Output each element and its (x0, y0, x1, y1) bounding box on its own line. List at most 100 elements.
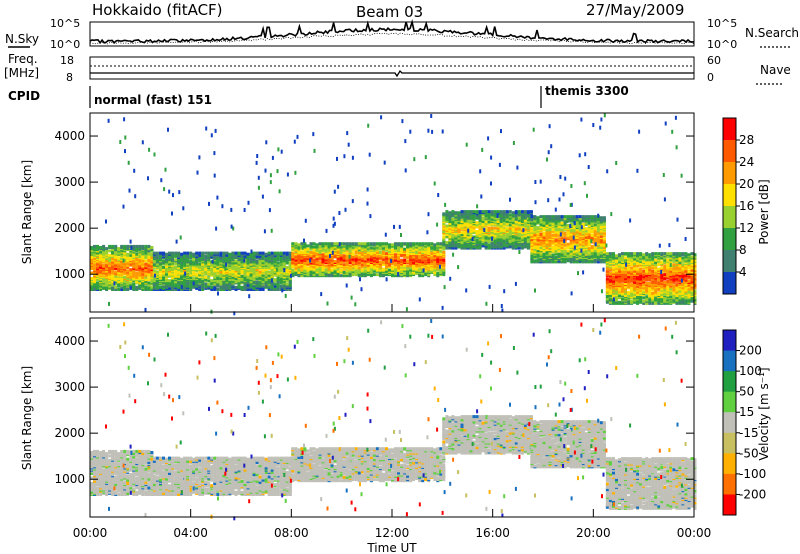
power-cell (207, 260, 211, 264)
power-cell (339, 253, 343, 257)
freq-label: Freq. (8, 52, 38, 66)
power-cell (114, 282, 118, 286)
power-cell (111, 248, 115, 252)
power-cell (258, 262, 262, 266)
power-cell (463, 210, 467, 214)
power-cell (219, 267, 223, 270)
power-cell (165, 267, 168, 270)
power-cell (526, 210, 530, 214)
nsky-line (89, 19, 695, 45)
power-cell (186, 267, 190, 270)
power-cell (159, 288, 162, 291)
power-cell (409, 242, 413, 246)
power-cell (144, 259, 148, 263)
power-cell (183, 253, 187, 257)
power-cell (213, 251, 217, 255)
power-cell (514, 210, 518, 214)
power-cell (345, 242, 349, 246)
power-cell (255, 251, 259, 255)
power-cell (114, 285, 118, 289)
power-cell (536, 226, 540, 230)
power-cell (297, 268, 301, 272)
power-cell (312, 258, 316, 262)
power-cell (123, 263, 127, 267)
power-cell (90, 277, 93, 280)
power-cell (152, 251, 156, 255)
power-cell (324, 264, 328, 268)
cpid-normal-label: normal (fast) 151 (94, 93, 212, 107)
power-cell (475, 210, 479, 214)
power-cell (530, 229, 534, 233)
power-cell (216, 269, 220, 273)
power-cell (147, 272, 151, 276)
plot-title: Hokkaido (fitACF) (92, 1, 223, 19)
power-cell (234, 288, 238, 291)
power-cell (445, 210, 449, 214)
power-cell (201, 285, 205, 289)
power-cell (204, 275, 208, 279)
power-cell (159, 254, 162, 258)
power-cell (240, 253, 244, 257)
power-cell (129, 281, 133, 285)
power-cell (315, 252, 319, 256)
power-cell (276, 261, 280, 265)
power-cell (258, 270, 262, 274)
power-cell (207, 277, 211, 280)
power-cell (249, 260, 253, 264)
power-cell (225, 251, 229, 255)
power-cell (439, 253, 443, 257)
power-cell (243, 273, 247, 277)
power-cell (487, 226, 491, 230)
power-cell (165, 270, 168, 274)
power-cell (155, 253, 159, 257)
power-cell (391, 265, 394, 269)
power-cell (339, 248, 343, 252)
power-cell (357, 242, 361, 246)
power-cell (430, 242, 434, 246)
power-cell (108, 280, 112, 284)
power-cell (99, 250, 103, 254)
power-cell (264, 261, 268, 265)
power-cell (90, 281, 93, 285)
power-cell (318, 242, 322, 246)
power-cell (105, 251, 109, 255)
power-cell (111, 280, 115, 284)
power-cell (132, 244, 136, 248)
power-cell (141, 247, 145, 251)
power-cell (306, 270, 310, 274)
power-cell (114, 278, 118, 282)
power-cell (403, 242, 407, 246)
power-cell (270, 251, 274, 255)
power-cell (93, 257, 96, 261)
power-cell (237, 273, 241, 277)
power-cell (560, 221, 564, 225)
power-cell (354, 242, 358, 246)
power-cell (581, 215, 585, 219)
power-cell (520, 210, 524, 214)
power-cell (96, 244, 99, 248)
power-cell (168, 279, 171, 283)
power-cell (327, 257, 331, 261)
power-cell (279, 251, 283, 255)
power-cell (400, 242, 404, 246)
power-cell (418, 242, 422, 246)
power-cell (511, 211, 515, 215)
power-cell (174, 284, 178, 288)
power-cell (505, 226, 509, 230)
power-cell (210, 268, 214, 272)
power-cell (466, 210, 470, 214)
power-cell (261, 251, 265, 255)
power-cell (273, 282, 277, 286)
power-cell (147, 268, 151, 272)
power-cell (288, 261, 292, 265)
power-cell (406, 259, 410, 263)
power-cell (93, 274, 96, 278)
power-cell (174, 272, 178, 276)
power-cell (144, 262, 148, 266)
power-cell (150, 246, 154, 249)
power-cell (264, 284, 268, 288)
power-cell (557, 215, 561, 219)
power-cell (554, 238, 558, 242)
power-cell (144, 273, 148, 277)
